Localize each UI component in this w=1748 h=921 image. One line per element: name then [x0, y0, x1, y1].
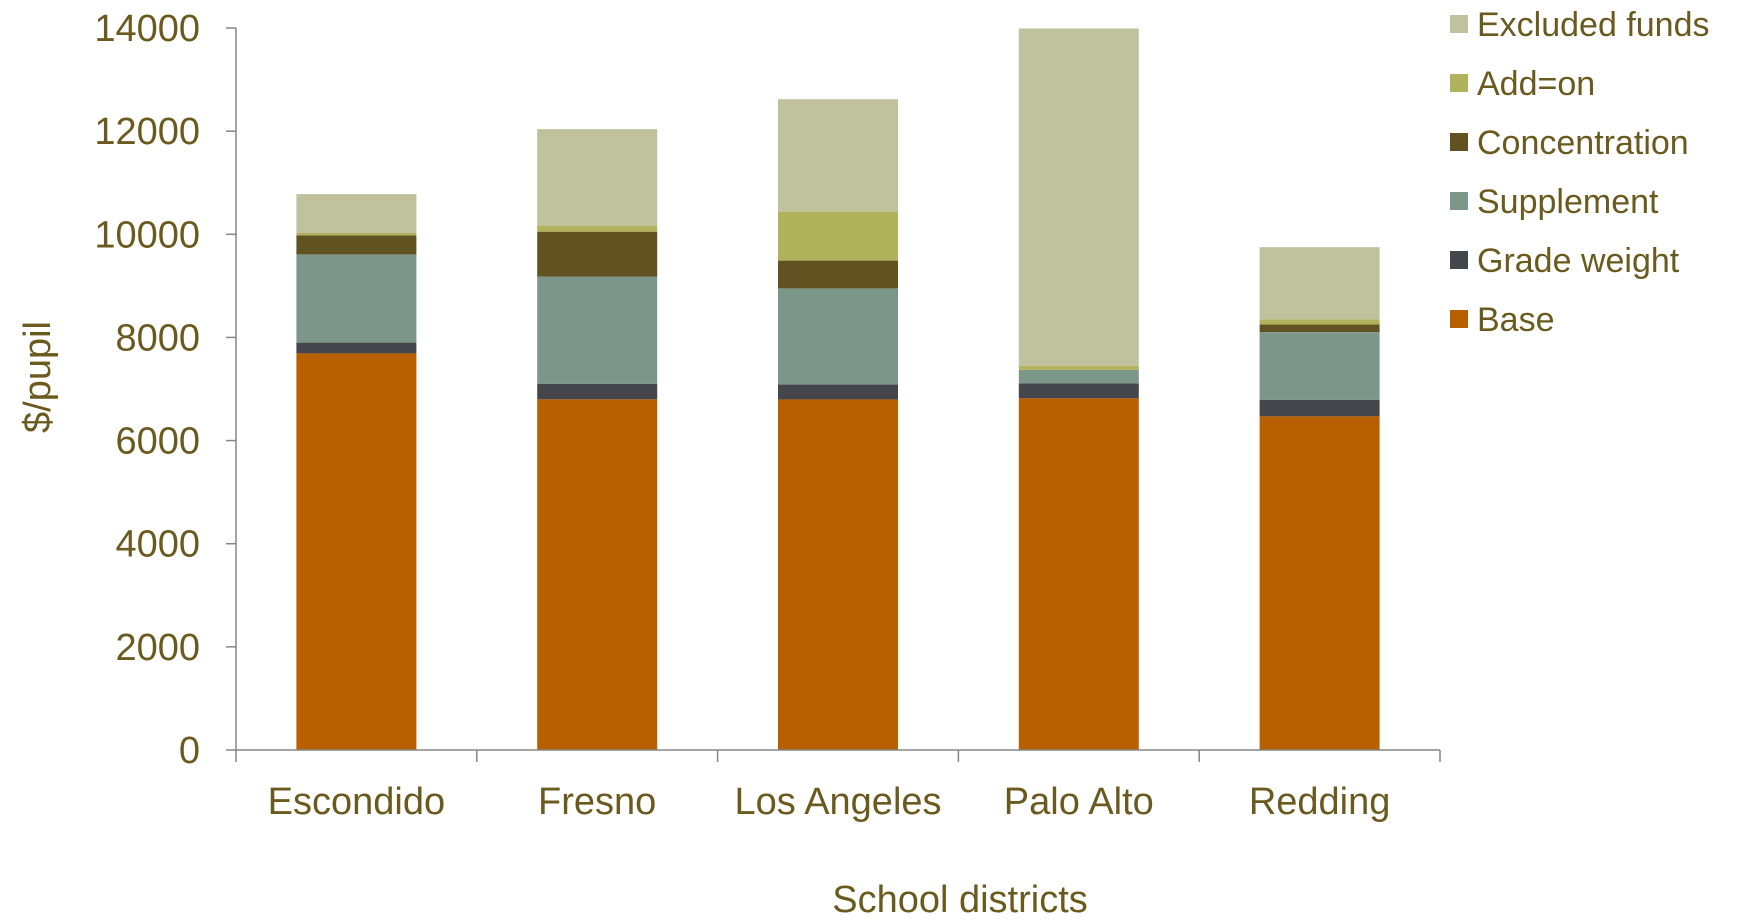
legend-label: Grade weight	[1477, 242, 1680, 280]
bar-segment-escondido-3	[296, 235, 417, 255]
bar-segment-fresno-0	[537, 399, 658, 750]
bar-segment-los-angeles-1	[778, 384, 898, 400]
bar-segment-los-angeles-4	[778, 211, 898, 261]
bar-segment-los-angeles-5	[778, 99, 898, 212]
bar-segment-redding-1	[1259, 399, 1380, 417]
x-tick-label: Redding	[1249, 781, 1391, 823]
x-tick-label: Los Angeles	[734, 781, 941, 823]
bar-segment-escondido-4	[296, 232, 417, 236]
y-tick-label: 14000	[94, 8, 200, 50]
x-axis-title: School districts	[832, 879, 1088, 921]
legend-label: Supplement	[1477, 183, 1659, 221]
axes-layer: 0 2000 4000 6000 8000 10000 12000 14000 Escondid…	[94, 8, 1441, 823]
bar-segment-fresno-5	[537, 129, 658, 227]
y-tick-label: 12000	[94, 111, 200, 153]
bar-segment-los-angeles-2	[778, 288, 898, 385]
x-tick-label: Fresno	[538, 781, 656, 823]
bar-segment-redding-3	[1259, 324, 1380, 333]
bar-segment-fresno-1	[537, 383, 658, 400]
bars-layer	[296, 28, 1380, 750]
y-tick-label: 2000	[115, 627, 200, 669]
legend-swatch	[1450, 251, 1468, 269]
legend-label: Base	[1477, 301, 1555, 339]
legend-swatch	[1450, 74, 1468, 92]
bar-segment-redding-5	[1259, 247, 1380, 320]
y-tick-label: 0	[179, 730, 200, 772]
bar-segment-fresno-4	[537, 226, 658, 232]
legend-swatch	[1450, 15, 1468, 33]
bar-segment-fresno-2	[537, 276, 658, 384]
bar-segment-palo-alto-2	[1018, 369, 1139, 384]
y-tick-label: 10000	[94, 214, 200, 256]
bar-segment-redding-4	[1259, 319, 1380, 325]
y-tick-label: 4000	[115, 524, 200, 566]
bar-segment-redding-0	[1259, 416, 1380, 750]
legend-swatch	[1450, 310, 1468, 328]
legend: Excluded funds Add=on Concentration Supplem…	[1450, 6, 1710, 339]
legend-swatch	[1450, 192, 1468, 210]
y-tick-label: 8000	[115, 317, 200, 359]
bar-segment-fresno-3	[537, 231, 658, 277]
legend-label: Add=on	[1477, 65, 1595, 103]
bar-segment-escondido-0	[296, 353, 417, 750]
bar-segment-palo-alto-5	[1018, 28, 1139, 366]
bar-segment-palo-alto-0	[1018, 398, 1139, 750]
bar-segment-escondido-5	[296, 194, 417, 233]
bar-segment-redding-2	[1259, 332, 1380, 400]
y-tick-label: 6000	[115, 421, 200, 463]
bar-segment-escondido-1	[296, 342, 417, 354]
bar-segment-palo-alto-1	[1018, 383, 1139, 399]
bar-segment-escondido-2	[296, 254, 417, 343]
legend-swatch	[1450, 133, 1468, 151]
bar-segment-los-angeles-3	[778, 260, 898, 289]
legend-label: Concentration	[1477, 124, 1689, 162]
y-axis-title: $/pupil	[17, 321, 59, 433]
x-tick-label: Palo Alto	[1004, 781, 1154, 823]
legend-label: Excluded funds	[1477, 6, 1710, 44]
x-tick-label: Escondido	[268, 781, 445, 823]
bar-segment-palo-alto-4	[1018, 365, 1139, 370]
bar-segment-los-angeles-0	[778, 399, 898, 750]
